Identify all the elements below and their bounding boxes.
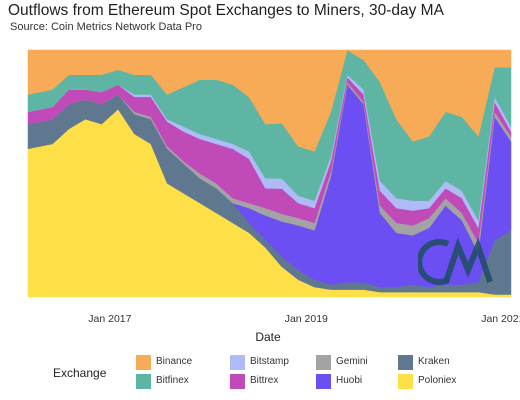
- legend-label: Poloniex: [418, 375, 457, 386]
- legend-label: Kraken: [418, 356, 450, 367]
- chart-subtitle: Source: Coin Metrics Network Data Pro: [10, 21, 202, 33]
- x-tick-label: Jan 2019: [285, 313, 328, 325]
- area-series-group: [27, 49, 512, 298]
- legend-swatch: [230, 374, 245, 389]
- stacked-area-chart: Jan 2017 Jan 2019 Jan 2021 Date: [27, 49, 520, 344]
- legend-swatch: [230, 355, 245, 370]
- legend-label: Bitfinex: [156, 375, 189, 386]
- legend-swatch: [136, 374, 151, 389]
- legend-swatch: [398, 374, 413, 389]
- legend-label: Huobi: [336, 375, 363, 386]
- legend-swatch: [316, 374, 331, 389]
- legend-label: Binance: [156, 356, 193, 367]
- legend-swatch: [316, 355, 331, 370]
- coinmetrics-logo-icon: [418, 237, 493, 285]
- legend-swatch: [398, 355, 413, 370]
- legend-label: Gemini: [336, 356, 368, 367]
- x-tick-label: Jan 2017: [88, 313, 131, 325]
- x-axis-label: Date: [255, 330, 281, 344]
- legend-label: Bitstamp: [250, 356, 289, 367]
- legend-swatch: [136, 355, 151, 370]
- legend: Exchange Binance Bitfinex Bitstamp Bittrex G…: [0, 350, 520, 394]
- chart-title: Outflows from Ethereum Spot Exchanges to…: [8, 2, 444, 19]
- x-tick-label: Jan 2021: [481, 313, 520, 325]
- area-series-binance: [27, 49, 512, 152]
- legend-label: Bittrex: [250, 375, 279, 386]
- legend-title: Exchange: [53, 366, 107, 380]
- x-axis-ticks: Jan 2017 Jan 2019 Jan 2021: [88, 313, 520, 325]
